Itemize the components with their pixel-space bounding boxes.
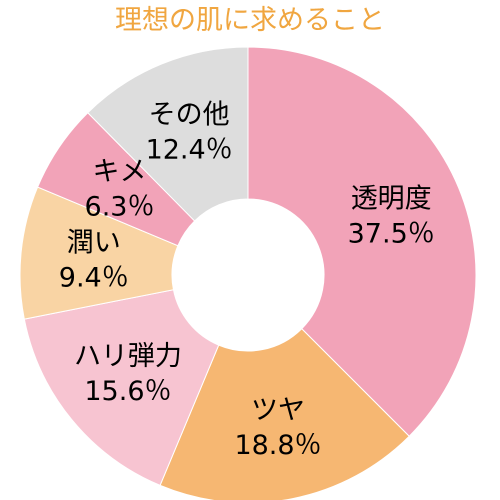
slice-name-label-3: 潤い bbox=[67, 227, 121, 258]
slice-value-label-0: 37.5％ bbox=[348, 219, 435, 250]
slice-5 bbox=[87, 46, 249, 222]
chart-labels: 透明度 37.5％ ツヤ 18.8％ ハリ弾力 15.6％ 潤い 9.4％ キメ 6.3％ その他 1… bbox=[59, 100, 435, 461]
slice-0 bbox=[247, 46, 477, 437]
slice-name-label-0: 透明度 bbox=[351, 184, 432, 215]
chart-title: 理想の肌に求めること bbox=[115, 5, 385, 36]
chart-slices bbox=[19, 46, 477, 500]
slice-name-label-5: その他 bbox=[149, 100, 230, 131]
slice-name-label-4: キメ bbox=[93, 156, 147, 187]
slice-name-label-2: ハリ弾力 bbox=[74, 341, 182, 372]
slice-value-label-3: 9.4％ bbox=[59, 262, 129, 293]
slice-value-label-1: 18.8％ bbox=[234, 430, 321, 461]
slice-value-label-2: 15.6％ bbox=[84, 376, 171, 407]
slice-2 bbox=[23, 289, 220, 487]
slice-name-label-1: ツヤ bbox=[251, 395, 305, 426]
slice-1 bbox=[159, 328, 410, 500]
slice-value-label-5: 12.4％ bbox=[146, 135, 233, 166]
slice-value-label-4: 6.3％ bbox=[85, 191, 155, 222]
